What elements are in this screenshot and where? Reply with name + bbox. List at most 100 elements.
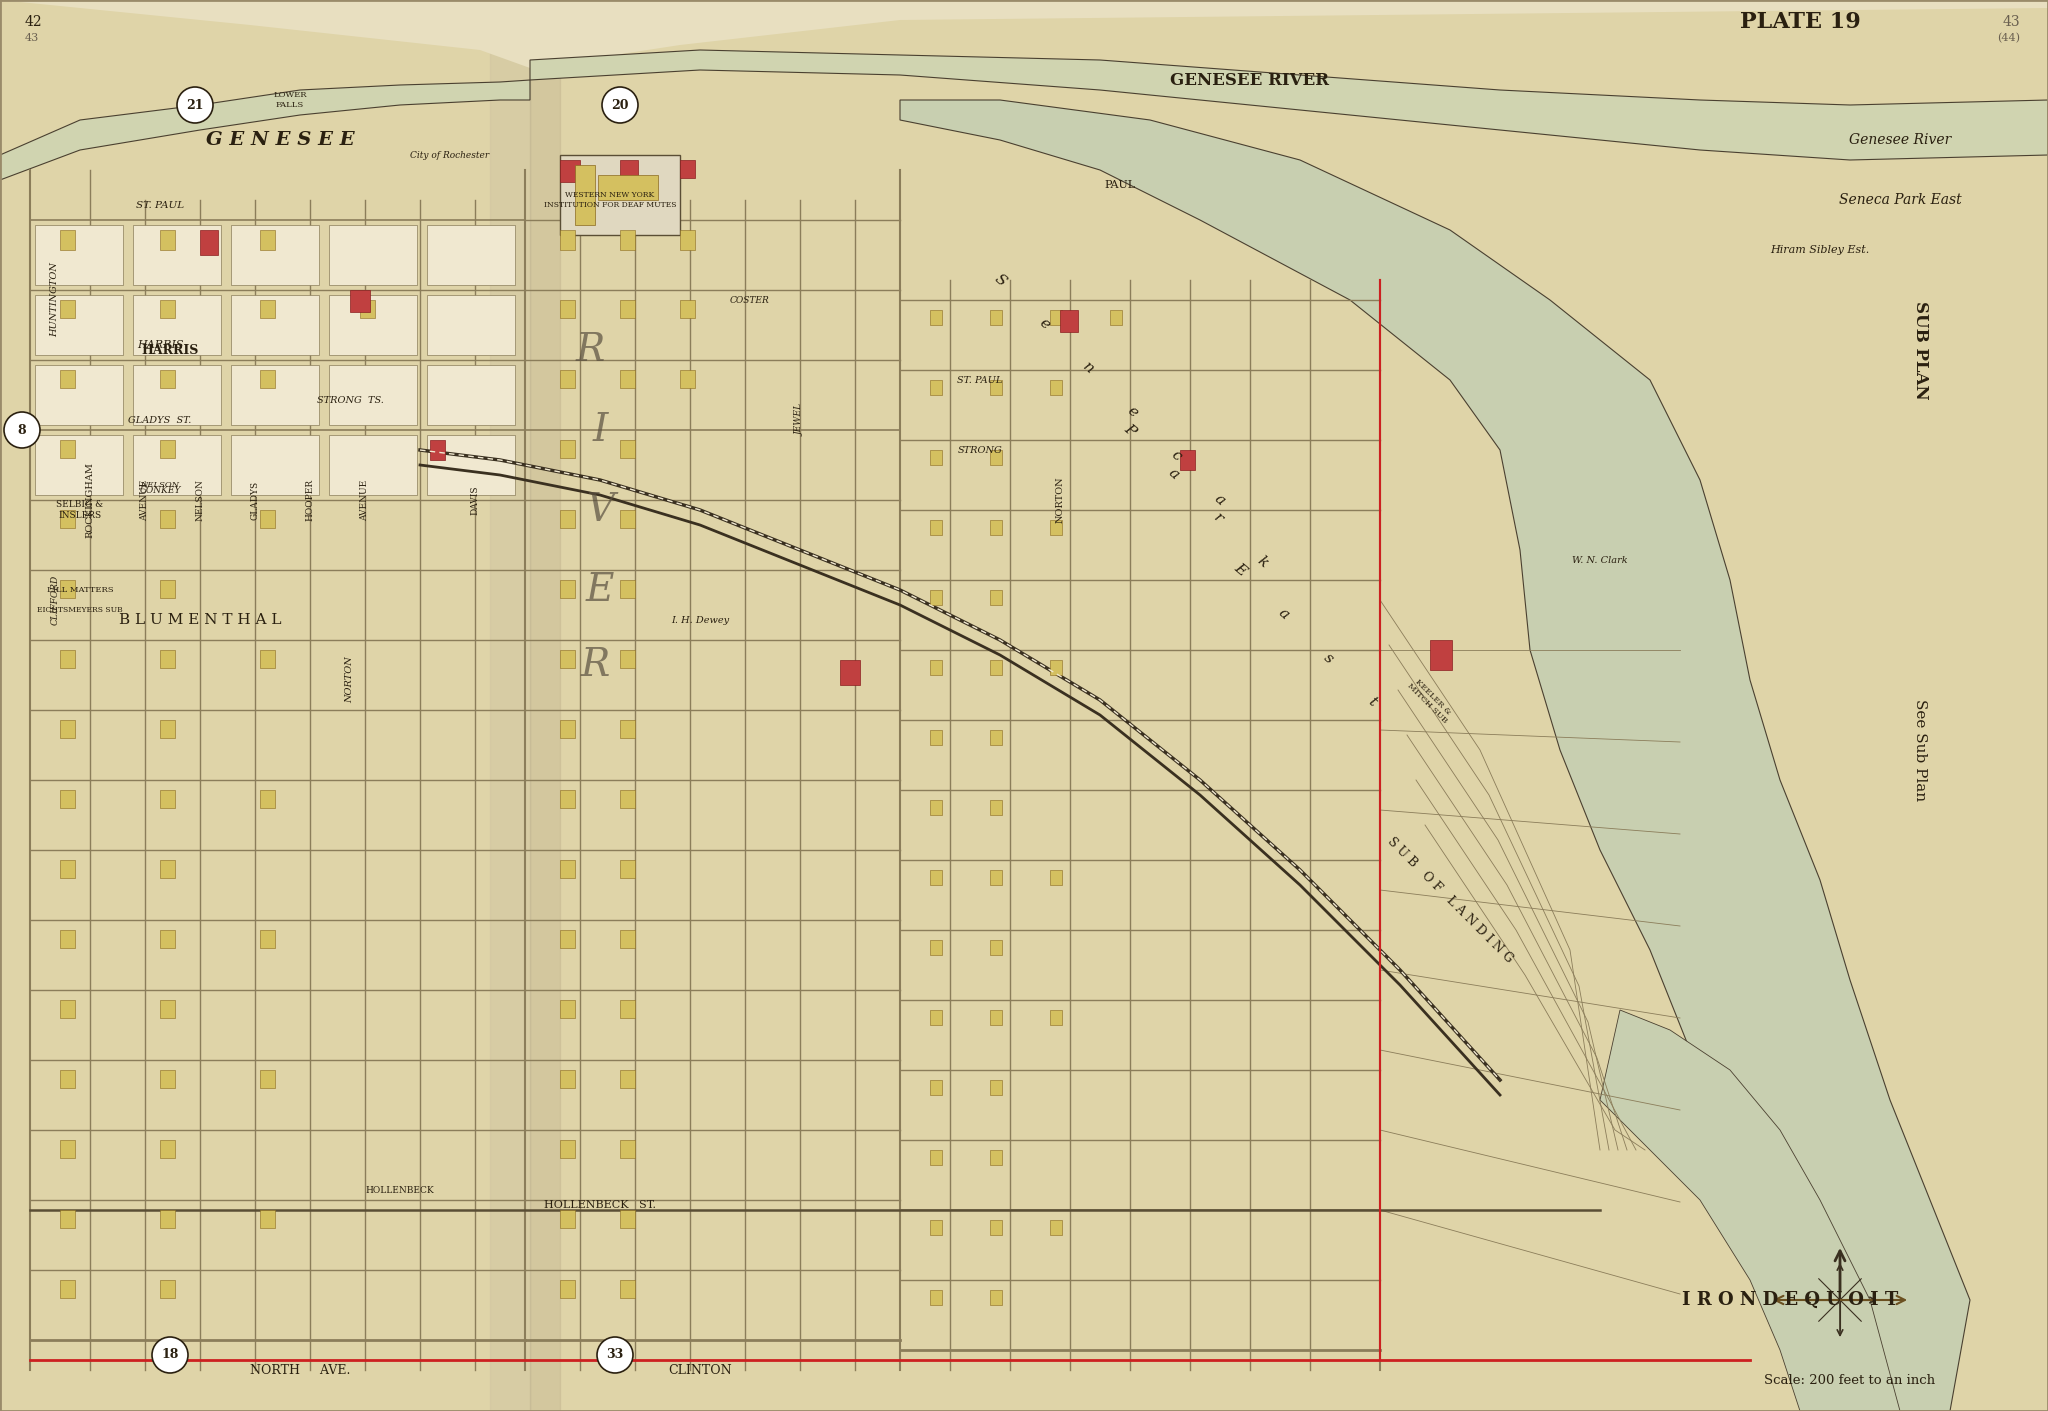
Bar — [59, 1070, 76, 1088]
Bar — [59, 720, 76, 738]
Bar — [559, 440, 575, 459]
Bar — [989, 660, 1001, 674]
Bar — [989, 800, 1001, 816]
Bar — [621, 509, 635, 528]
Text: S U B   O F   L A N D I N G: S U B O F L A N D I N G — [1384, 835, 1516, 965]
Circle shape — [176, 87, 213, 123]
Bar — [59, 1211, 76, 1228]
Bar — [260, 301, 274, 317]
Bar — [621, 1211, 635, 1228]
Bar — [621, 859, 635, 878]
Text: 43: 43 — [25, 32, 39, 42]
Text: CLIFFORD: CLIFFORD — [51, 574, 59, 625]
Bar — [598, 175, 657, 200]
Bar — [231, 435, 319, 495]
Text: a: a — [1165, 466, 1182, 483]
Text: Seneca Park East: Seneca Park East — [1839, 193, 1962, 207]
Bar — [59, 1280, 76, 1298]
Text: e: e — [1124, 404, 1141, 420]
Text: WESTERN NEW YORK
INSTITUTION FOR DEAF MUTES: WESTERN NEW YORK INSTITUTION FOR DEAF MU… — [545, 192, 676, 209]
Bar — [621, 720, 635, 738]
Text: ST. PAUL: ST. PAUL — [956, 375, 1004, 385]
Bar — [59, 370, 76, 388]
Text: R: R — [575, 332, 604, 368]
Bar — [680, 159, 694, 178]
Bar — [59, 230, 76, 250]
Text: 21: 21 — [186, 99, 203, 111]
Bar — [59, 930, 76, 948]
Bar — [160, 580, 174, 598]
Text: r: r — [1210, 511, 1225, 526]
Text: NORTON: NORTON — [346, 656, 354, 703]
Text: n: n — [1079, 360, 1096, 377]
Text: GENESEE RIVER: GENESEE RIVER — [1171, 72, 1329, 89]
Bar — [430, 440, 444, 460]
Bar — [930, 940, 942, 955]
Bar — [680, 301, 694, 317]
Bar — [559, 1000, 575, 1017]
Text: See Sub Plan: See Sub Plan — [1913, 698, 1927, 801]
Bar — [160, 1140, 174, 1158]
Bar — [59, 790, 76, 809]
Text: G E N E S E E: G E N E S E E — [205, 131, 354, 150]
Bar — [621, 650, 635, 667]
Bar — [559, 1211, 575, 1228]
Bar — [559, 650, 575, 667]
Bar — [59, 509, 76, 528]
Bar — [160, 440, 174, 459]
Text: I: I — [592, 412, 608, 449]
Bar — [330, 365, 418, 425]
Bar — [160, 509, 174, 528]
Text: City of Rochester: City of Rochester — [410, 151, 489, 159]
Text: GLADYS  ST.: GLADYS ST. — [129, 415, 193, 425]
Bar — [260, 509, 274, 528]
Text: NORTON: NORTON — [1055, 477, 1065, 523]
Bar — [489, 0, 530, 1411]
Bar — [989, 450, 1001, 466]
Bar — [559, 790, 575, 809]
Bar — [330, 295, 418, 356]
Bar — [260, 1211, 274, 1228]
Bar — [59, 1140, 76, 1158]
Bar — [160, 230, 174, 250]
Bar — [621, 230, 635, 250]
Bar — [350, 291, 371, 312]
Text: 18: 18 — [162, 1349, 178, 1362]
Bar — [989, 521, 1001, 535]
Bar — [330, 435, 418, 495]
PathPatch shape — [0, 0, 2048, 68]
Text: I. H. Dewey: I. H. Dewey — [672, 615, 729, 625]
Bar — [260, 230, 274, 250]
Text: COSTER: COSTER — [731, 295, 770, 305]
Bar — [559, 1070, 575, 1088]
Bar — [680, 230, 694, 250]
Bar — [1430, 641, 1452, 670]
Text: 42: 42 — [25, 16, 43, 30]
Bar — [1051, 660, 1063, 674]
Bar — [989, 940, 1001, 955]
Bar — [559, 370, 575, 388]
Bar — [133, 435, 221, 495]
Bar — [260, 1070, 274, 1088]
Text: AVENUE: AVENUE — [360, 480, 369, 521]
Bar — [989, 310, 1001, 325]
Bar — [59, 859, 76, 878]
Bar — [160, 720, 174, 738]
Text: PAUL: PAUL — [1104, 181, 1135, 190]
Text: HOLLENBECK   ST.: HOLLENBECK ST. — [545, 1199, 655, 1211]
Bar — [930, 590, 942, 605]
Bar — [621, 370, 635, 388]
Bar — [621, 1000, 635, 1017]
Bar — [160, 1070, 174, 1088]
Bar — [160, 790, 174, 809]
Bar — [559, 1140, 575, 1158]
Polygon shape — [0, 80, 530, 181]
Bar — [621, 159, 639, 181]
Bar — [1180, 450, 1194, 470]
Text: AVENUE: AVENUE — [141, 480, 150, 521]
Bar — [930, 1079, 942, 1095]
Text: NORTH     AVE.: NORTH AVE. — [250, 1363, 350, 1377]
Bar — [1051, 1221, 1063, 1235]
Bar — [59, 580, 76, 598]
Polygon shape — [530, 49, 2048, 159]
